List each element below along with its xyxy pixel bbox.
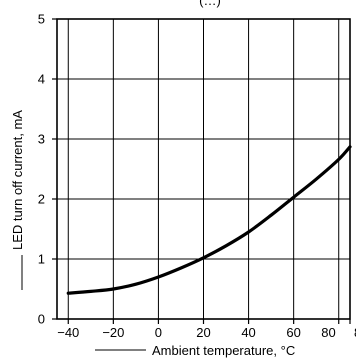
y-tick-label: 5	[38, 12, 45, 27]
grid-lines	[57, 18, 350, 320]
x-tick-label: 85	[354, 325, 356, 340]
x-tick-label: 60	[286, 325, 300, 340]
y-axis-title: LED turn off current, mA	[10, 110, 25, 250]
x-axis-label: Ambient temperature, °C	[152, 343, 295, 358]
data-series	[66, 145, 352, 295]
y-tick-label: 0	[38, 312, 45, 327]
y-tick-label: 3	[38, 132, 45, 147]
x-tick-label: −20	[102, 325, 124, 340]
x-tick-label: 40	[241, 325, 255, 340]
axis-ticks	[52, 18, 351, 324]
series-line	[66, 145, 352, 295]
y-tick-label: 1	[38, 252, 45, 267]
tick-labels: 0 1 2 3 4 5 −40 −20 0 20 40 60 80 85	[38, 12, 356, 341]
y-tick-label: 4	[38, 72, 45, 87]
plot-frame	[56, 18, 351, 320]
y-axis-label: LED turn off current, mA	[10, 110, 25, 250]
x-tick-label: −40	[57, 325, 79, 340]
x-tick-label: 80	[321, 325, 335, 340]
x-tick-label: 20	[196, 325, 210, 340]
chart-title-fragment: (…)	[199, 0, 221, 8]
x-tick-label: 0	[155, 325, 162, 340]
y-tick-label: 2	[38, 192, 45, 207]
